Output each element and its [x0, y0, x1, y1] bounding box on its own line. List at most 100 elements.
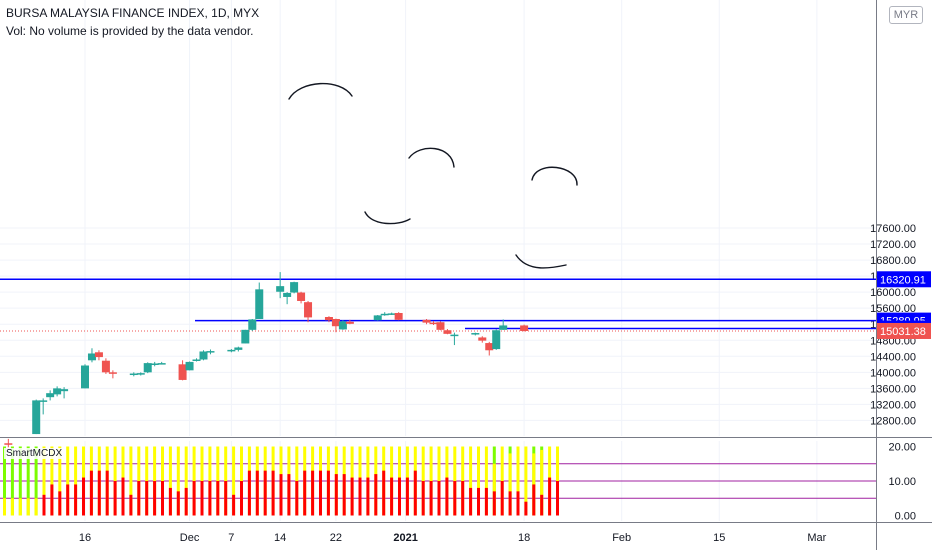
indicator-bar-red	[453, 481, 456, 516]
candle-body	[423, 320, 431, 323]
indicator-bar-red	[398, 478, 401, 516]
indicator-bar-red	[295, 481, 298, 516]
candle-body	[346, 322, 354, 324]
candle-body	[53, 388, 61, 394]
indicator-tick-label: 10.00	[888, 476, 916, 488]
candle-body	[436, 322, 444, 330]
candle-body	[4, 443, 12, 445]
indicator-bar-red	[240, 481, 243, 516]
indicator-label: SmartMCDX	[4, 448, 64, 459]
indicator-bar-red	[43, 495, 46, 516]
indicator-bar-red	[145, 481, 148, 516]
indicator-bar-red	[509, 491, 512, 515]
candle-body	[471, 333, 479, 335]
candle-body	[325, 317, 333, 320]
price-tick-label: 14400.00	[870, 351, 916, 363]
candle-body	[443, 330, 451, 334]
indicator-bar-red	[248, 471, 251, 516]
indicator-bar-red	[114, 481, 117, 516]
indicator-bar-red	[501, 481, 504, 516]
indicator-bar-red	[319, 471, 322, 516]
indicator-bar-red	[74, 484, 77, 515]
indicator-bar-red	[201, 481, 204, 516]
indicator-bar-red	[477, 488, 480, 516]
indicator-bar-red	[327, 471, 330, 516]
indicator-bar-red	[414, 471, 417, 516]
indicator-bar-red	[129, 495, 132, 516]
time-tick-label: 16	[79, 532, 91, 544]
indicator-bar-red	[106, 471, 109, 516]
candle-body	[179, 364, 187, 380]
candle-body	[81, 366, 89, 389]
price-tick-label: 13200.00	[870, 399, 916, 411]
candle-body	[151, 364, 159, 366]
indicator-bar-red	[272, 471, 275, 516]
price-tick-label: 16000.00	[870, 287, 916, 299]
indicator-bar-red	[66, 484, 69, 515]
candle-body	[60, 389, 68, 391]
indicator-bar-red	[58, 491, 61, 515]
price-tick-label: 12800.00	[870, 415, 916, 427]
indicator-bar-red	[366, 478, 369, 516]
candle-body	[255, 289, 263, 319]
candle-body	[234, 347, 242, 349]
candle-body	[88, 353, 96, 360]
indicator-bar-red	[374, 474, 377, 515]
candle-body	[304, 302, 312, 317]
candle-body	[388, 313, 396, 315]
chart-title: BURSA MALAYSIA FINANCE INDEX, 1D, MYX	[6, 6, 259, 20]
indicator-bar-red	[485, 488, 488, 516]
indicator-bar-yellow	[35, 498, 38, 515]
candle-body	[206, 351, 214, 353]
indicator-bar-red	[264, 471, 267, 516]
indicator-bar-red	[303, 471, 306, 516]
price-tick-label: 17200.00	[870, 239, 916, 251]
candle-body	[95, 352, 103, 357]
last-price-label: 15031.38	[880, 326, 926, 338]
candle-body	[241, 330, 249, 344]
indicator-bar-red	[287, 474, 290, 515]
currency-badge[interactable]: MYR	[889, 6, 923, 24]
indicator-bar-red	[524, 502, 527, 516]
indicator-bar-red	[335, 474, 338, 515]
candle-body	[381, 314, 389, 316]
indicator-bar-red	[216, 481, 219, 516]
indicator-bar-red	[208, 481, 211, 516]
indicator-bar-yellow	[3, 498, 6, 515]
candle-body	[158, 363, 166, 365]
candle-body	[276, 286, 284, 292]
candle-body	[199, 351, 207, 359]
candle-body	[186, 362, 194, 370]
indicator-bar-red	[153, 481, 156, 516]
candle-body	[430, 323, 438, 325]
candle-body	[332, 319, 340, 326]
indicator-bar-red	[445, 478, 448, 516]
indicator-bar-red	[343, 474, 346, 515]
indicator-bar-red	[122, 478, 125, 516]
candle-body	[109, 372, 117, 374]
price-tick-label: 16800.00	[870, 255, 916, 267]
candle-body	[32, 400, 40, 434]
candle-body	[290, 282, 298, 292]
indicator-bar-red	[177, 491, 180, 515]
indicator-bar-red	[169, 488, 172, 516]
candle-body	[144, 363, 152, 372]
candle-body	[485, 343, 493, 350]
price-level-label: 16320.91	[880, 274, 926, 286]
indicator-bar-red	[406, 478, 409, 516]
price-tick-label: 17600.00	[870, 223, 916, 235]
indicator-bar-red	[224, 481, 227, 516]
price-tick-label: 13600.00	[870, 383, 916, 395]
indicator-bar-red	[82, 478, 85, 516]
indicator-bar-red	[90, 471, 93, 516]
indicator-bar-red	[517, 491, 520, 515]
candle-body	[283, 293, 291, 297]
indicator-tick-label: 0.00	[895, 511, 916, 523]
time-tick-label: 14	[274, 532, 286, 544]
indicator-bar-yellow	[27, 498, 30, 515]
indicator-tick-label: 20.00	[888, 442, 916, 454]
indicator-bar-red	[193, 481, 196, 516]
indicator-bar-yellow	[19, 498, 22, 515]
volume-note: Vol: No volume is provided by the data v…	[6, 24, 253, 38]
